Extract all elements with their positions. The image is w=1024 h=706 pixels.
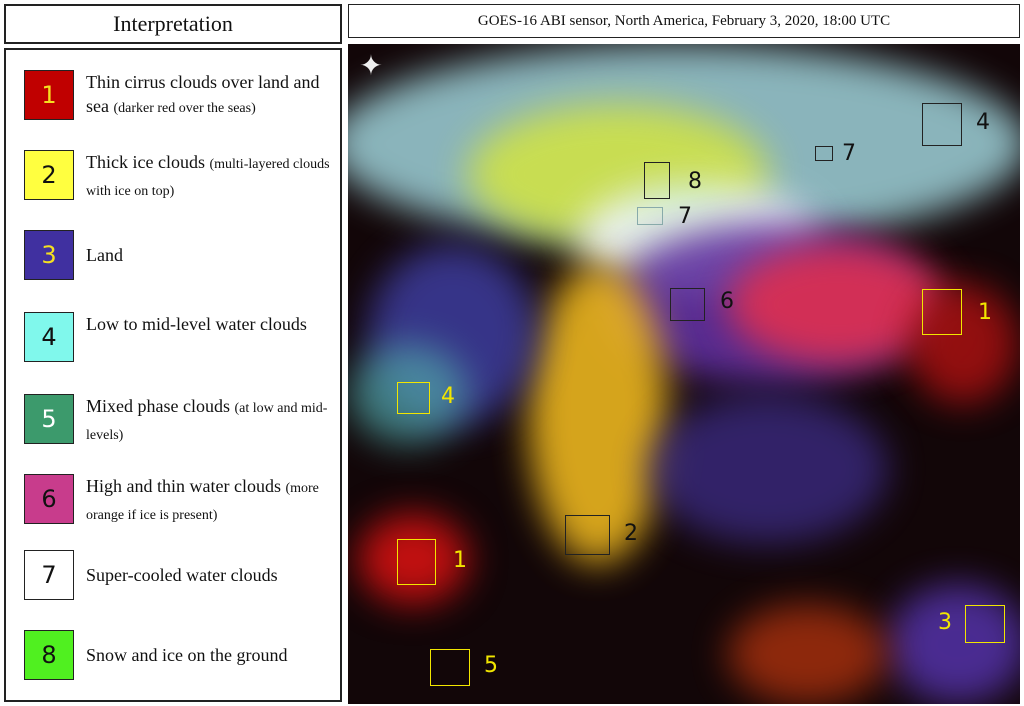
legend-text-block: Super-cooled water clouds bbox=[86, 563, 341, 587]
legend-text-block: Snow and ice on the ground bbox=[86, 643, 341, 667]
legend-label: Super-cooled water clouds bbox=[86, 565, 278, 585]
legend-item-5: 5 Mixed phase clouds (at low and mid-lev… bbox=[24, 394, 341, 448]
annotation-label: 4 bbox=[976, 110, 990, 135]
annotation-box bbox=[670, 288, 705, 321]
annotation-box bbox=[922, 103, 962, 146]
legend-text-block: High and thin water clouds (more orange … bbox=[86, 474, 341, 528]
annotation-label: 2 bbox=[624, 521, 638, 546]
legend-note: (at low and mid-levels) bbox=[86, 401, 328, 443]
legend-number: 3 bbox=[41, 241, 57, 269]
legend-swatch: 7 bbox=[24, 550, 74, 600]
legend-text-block: Thin cirrus clouds over land and sea (da… bbox=[86, 70, 341, 121]
legend: 1 Thin cirrus clouds over land and sea (… bbox=[4, 48, 342, 702]
legend-label: Thin cirrus clouds over land and sea bbox=[86, 72, 320, 116]
legend-label: Low to mid-level water clouds bbox=[86, 314, 307, 334]
legend-label: High and thin water clouds bbox=[86, 476, 281, 496]
legend-swatch: 8 bbox=[24, 630, 74, 680]
map-title: GOES-16 ABI sensor, North America, Febru… bbox=[348, 4, 1020, 38]
legend-text-block: Low to mid-level water clouds bbox=[86, 312, 341, 336]
annotation-box bbox=[922, 289, 962, 335]
legend-text-block: Land bbox=[86, 243, 341, 267]
legend-item-7: 7 Super-cooled water clouds bbox=[24, 550, 341, 600]
legend-label: Thick ice clouds bbox=[86, 152, 205, 172]
annotation-box bbox=[430, 649, 470, 686]
annotation-label: 3 bbox=[938, 610, 952, 635]
legend-swatch: 1 bbox=[24, 70, 74, 120]
legend-number: 7 bbox=[41, 561, 57, 589]
legend-note: (darker red over the seas) bbox=[113, 101, 256, 116]
legend-text-block: Thick ice clouds (multi-layered clouds w… bbox=[86, 150, 341, 204]
legend-swatch: 5 bbox=[24, 394, 74, 444]
legend-swatch: 4 bbox=[24, 312, 74, 362]
legend-label: Snow and ice on the ground bbox=[86, 645, 288, 665]
legend-swatch: 6 bbox=[24, 474, 74, 524]
compass-rose-icon: ✦ bbox=[359, 51, 383, 82]
legend-label: Mixed phase clouds bbox=[86, 396, 230, 416]
legend-item-8: 8 Snow and ice on the ground bbox=[24, 630, 341, 680]
annotation-label: 6 bbox=[720, 289, 734, 314]
annotation-box bbox=[637, 207, 663, 225]
legend-note: (multi-layered clouds with ice on top) bbox=[86, 157, 330, 199]
legend-number: 5 bbox=[41, 405, 57, 433]
legend-label: Land bbox=[86, 245, 123, 265]
annotation-label: 1 bbox=[453, 548, 467, 573]
annotation-label: 1 bbox=[978, 300, 992, 325]
annotation-label: 5 bbox=[484, 653, 498, 678]
legend-item-6: 6 High and thin water clouds (more orang… bbox=[24, 474, 341, 528]
annotation-box bbox=[565, 515, 610, 555]
legend-item-4: 4 Low to mid-level water clouds bbox=[24, 312, 341, 362]
annotation-label: 8 bbox=[688, 169, 702, 194]
legend-note: (more orange if ice is present) bbox=[86, 481, 319, 523]
legend-swatch: 3 bbox=[24, 230, 74, 280]
annotation-box bbox=[397, 382, 430, 414]
legend-number: 2 bbox=[41, 161, 57, 189]
legend-number: 6 bbox=[41, 485, 57, 513]
annotation-label: 4 bbox=[441, 384, 455, 409]
legend-number: 1 bbox=[41, 81, 57, 109]
annotation-label: 7 bbox=[678, 204, 692, 229]
annotation-box bbox=[397, 539, 436, 585]
satellite-image: ✦ 4 7 8 7 6 1 4 2 1 3 5 bbox=[348, 44, 1020, 704]
legend-item-1: 1 Thin cirrus clouds over land and sea (… bbox=[24, 70, 341, 121]
annotation-box bbox=[815, 146, 833, 161]
legend-item-3: 3 Land bbox=[24, 230, 341, 280]
legend-text-block: Mixed phase clouds (at low and mid-level… bbox=[86, 394, 341, 448]
legend-number: 8 bbox=[41, 641, 57, 669]
legend-title: Interpretation bbox=[4, 4, 342, 44]
legend-swatch: 2 bbox=[24, 150, 74, 200]
annotation-box bbox=[644, 162, 670, 199]
legend-item-2: 2 Thick ice clouds (multi-layered clouds… bbox=[24, 150, 341, 204]
legend-number: 4 bbox=[41, 323, 57, 351]
annotation-box bbox=[965, 605, 1005, 643]
annotation-label: 7 bbox=[842, 141, 856, 166]
